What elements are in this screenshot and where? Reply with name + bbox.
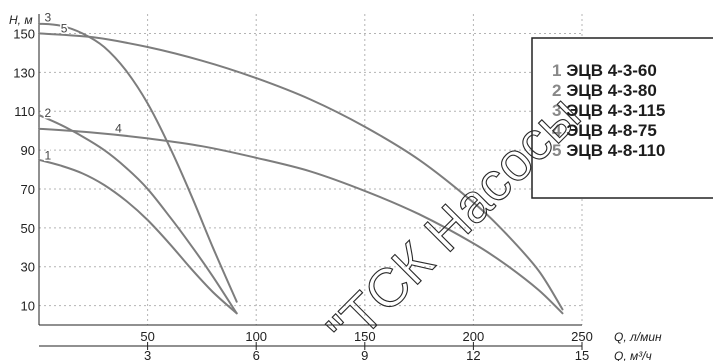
series-curves [38,22,564,315]
watermark: "ТСК Насосы [316,85,592,361]
legend-entry-1: 1 ЭЦВ 4-3-60 [552,61,657,80]
x-axis-label: Q, л/мин [614,330,662,344]
legend-entry-model: ЭЦВ 4-8-75 [566,121,657,140]
legend-entry-2: 2 ЭЦВ 4-3-80 [552,81,657,100]
y-tick-label: 50 [21,221,35,236]
series-3-curve-label: 3 [45,11,52,25]
x2-tick-label: 12 [466,348,480,361]
x2-tick-label: 9 [361,348,368,361]
series-4-curve [38,127,564,315]
series-1-curve-label: 1 [45,149,52,163]
y-tick-label: 130 [13,65,35,80]
legend-entry-number: 3 [552,101,566,120]
x2-tick-label: 3 [144,348,151,361]
series-2-curve [38,114,238,315]
y-tick-label: 150 [13,26,35,41]
x-tick-label: 150 [354,329,376,344]
series-2-curve-label: 2 [45,106,52,120]
x-tick-label: 250 [571,329,593,344]
series-1-curve [38,158,238,315]
series-5-curve-label: 5 [61,21,68,35]
legend-entry-4: 4 ЭЦВ 4-8-75 [552,121,657,140]
legend-entry-number: 4 [552,121,566,140]
legend-entry-model: ЭЦВ 4-3-80 [566,81,657,100]
y-tick-label: 70 [21,182,35,197]
series-3-curve [38,22,238,303]
series-4-curve-label: 4 [115,121,122,135]
legend-entry-3: 3 ЭЦВ 4-3-115 [552,101,665,120]
y-tick-label: 10 [21,299,35,314]
x-tick-label: 100 [245,329,267,344]
y-axis-label: H, м [9,13,33,27]
legend-entry-model: ЭЦВ 4-3-60 [566,61,657,80]
legend-entry-number: 2 [552,81,566,100]
y-tick-label: 30 [21,260,35,275]
legend-entry-model: ЭЦВ 4-8-110 [566,141,665,160]
axes: H, м Q, л/мин Q, м³/ч [9,13,662,361]
legend-entry-5: 5 ЭЦВ 4-8-110 [552,141,665,160]
legend-entry-number: 5 [552,141,566,160]
x-tick-label: 200 [463,329,485,344]
series-curve-labels: 1 2 3 4 5 [43,9,124,164]
series-5-curve [38,32,564,311]
y-tick-label: 110 [14,104,35,119]
x-tick-label: 50 [140,329,154,344]
legend-entry-number: 1 [552,61,566,80]
legend-entry-model: ЭЦВ 4-3-115 [566,101,665,120]
x2-tick-label: 6 [253,348,260,361]
y-tick-label: 90 [21,143,35,158]
x2-axis-label: Q, м³/ч [614,349,652,361]
x2-tick-label: 15 [575,348,589,361]
legend-box [531,37,713,199]
